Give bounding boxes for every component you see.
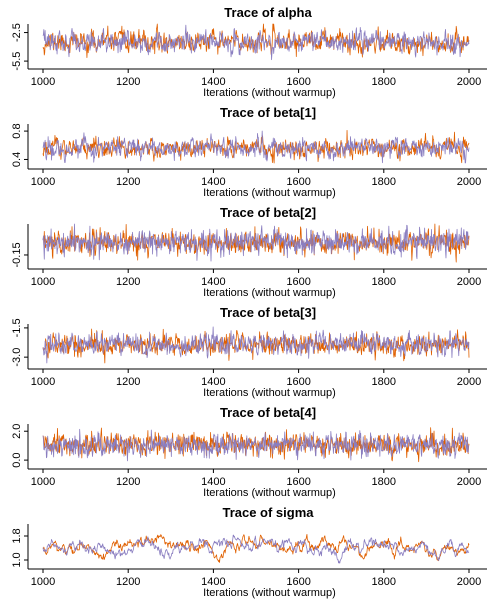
x-axis-label: Iterations (without warmup) — [203, 187, 336, 199]
x-tick-label: 1400 — [201, 176, 225, 188]
trace-line-chain-2 — [42, 223, 470, 262]
x-tick-label: 1200 — [116, 476, 140, 488]
trace-panel-2: Trace of beta[1] 0.4 0.8 1000 1200 1400 1600 18… — [11, 105, 487, 199]
x-tick-label: 1400 — [201, 376, 225, 388]
x-tick-label: 1600 — [286, 576, 310, 588]
y-tick-label: 0.4 — [11, 152, 23, 167]
x-tick-label: 1800 — [372, 76, 396, 88]
x-tick-label: 1600 — [286, 476, 310, 488]
panel-title: Trace of alpha — [224, 5, 312, 20]
trace-panel-5: Trace of beta[4] 0.0 2.0 1000 1200 1400 1600 18… — [11, 405, 487, 499]
x-tick-label: 1400 — [201, 76, 225, 88]
x-tick-label: 1000 — [31, 76, 55, 88]
x-tick-label: 1000 — [31, 176, 55, 188]
y-tick-label: -0.15 — [11, 242, 23, 267]
y-tick-label: -3.0 — [11, 348, 23, 367]
x-tick-label: 1600 — [286, 176, 310, 188]
x-tick-label: 1400 — [201, 476, 225, 488]
trace-line-chain-2 — [42, 130, 470, 164]
x-tick-label: 1600 — [286, 276, 310, 288]
x-axis-label: Iterations (without warmup) — [203, 287, 336, 299]
panel-title: Trace of sigma — [222, 505, 314, 520]
x-tick-label: 2000 — [457, 476, 481, 488]
x-tick-label: 1200 — [116, 376, 140, 388]
x-tick-label: 1000 — [31, 376, 55, 388]
x-tick-label: 1200 — [116, 276, 140, 288]
x-tick-label: 2000 — [457, 276, 481, 288]
x-tick-label: 2000 — [457, 176, 481, 188]
trace-panel-6: Trace of sigma 1.0 1.8 1000 1200 1400 1600 1800… — [11, 505, 487, 599]
y-tick-label: -5.5 — [11, 52, 23, 71]
y-tick-label: 0.0 — [11, 452, 23, 467]
x-tick-label: 2000 — [457, 76, 481, 88]
trace-line-chain-1 — [42, 533, 470, 563]
x-tick-label: 1800 — [372, 276, 396, 288]
x-tick-label: 1000 — [31, 576, 55, 588]
x-tick-label: 1600 — [286, 376, 310, 388]
x-tick-label: 1800 — [372, 376, 396, 388]
y-tick-label: 2.0 — [11, 424, 23, 439]
x-tick-label: 2000 — [457, 576, 481, 588]
y-tick-label: 1.0 — [11, 552, 23, 567]
x-tick-label: 1200 — [116, 576, 140, 588]
y-tick-label: -2.5 — [11, 23, 23, 42]
panel-title: Trace of beta[4] — [220, 405, 316, 420]
trace-panel-3: Trace of beta[2] -0.15 1000 1200 1400 1600 180… — [11, 205, 487, 299]
trace-panel-4: Trace of beta[3] -3.0 -1.5 1000 1200 1400 1600… — [11, 305, 487, 399]
x-tick-label: 2000 — [457, 376, 481, 388]
x-axis-label: Iterations (without warmup) — [203, 387, 336, 399]
x-tick-label: 1600 — [286, 76, 310, 88]
x-tick-label: 1400 — [201, 276, 225, 288]
y-tick-label: 1.8 — [11, 528, 23, 543]
y-tick-label: -1.5 — [11, 318, 23, 337]
x-tick-label: 1000 — [31, 276, 55, 288]
panel-title: Trace of beta[3] — [220, 305, 316, 320]
panel-title: Trace of beta[1] — [220, 105, 316, 120]
panel-title: Trace of beta[2] — [220, 205, 316, 220]
x-tick-label: 1000 — [31, 476, 55, 488]
x-tick-label: 1200 — [116, 176, 140, 188]
trace-line-chain-1 — [42, 223, 470, 263]
trace-line-chain-2 — [42, 326, 470, 364]
trace-line-chain-2 — [42, 24, 470, 61]
x-axis-label: Iterations (without warmup) — [203, 487, 336, 499]
x-axis-label: Iterations (without warmup) — [203, 87, 336, 99]
x-tick-label: 1200 — [116, 76, 140, 88]
trace-line-chain-2 — [42, 534, 470, 564]
x-tick-label: 1400 — [201, 576, 225, 588]
trace-line-chain-2 — [42, 428, 470, 462]
trace-panel-1: Trace of alpha -5.5 -2.5 1000 1200 1400 1600 18… — [11, 5, 487, 99]
x-tick-label: 1800 — [372, 476, 396, 488]
y-tick-label: 0.8 — [11, 123, 23, 138]
x-tick-label: 1800 — [372, 176, 396, 188]
x-tick-label: 1800 — [372, 576, 396, 588]
x-axis-label: Iterations (without warmup) — [203, 587, 336, 599]
